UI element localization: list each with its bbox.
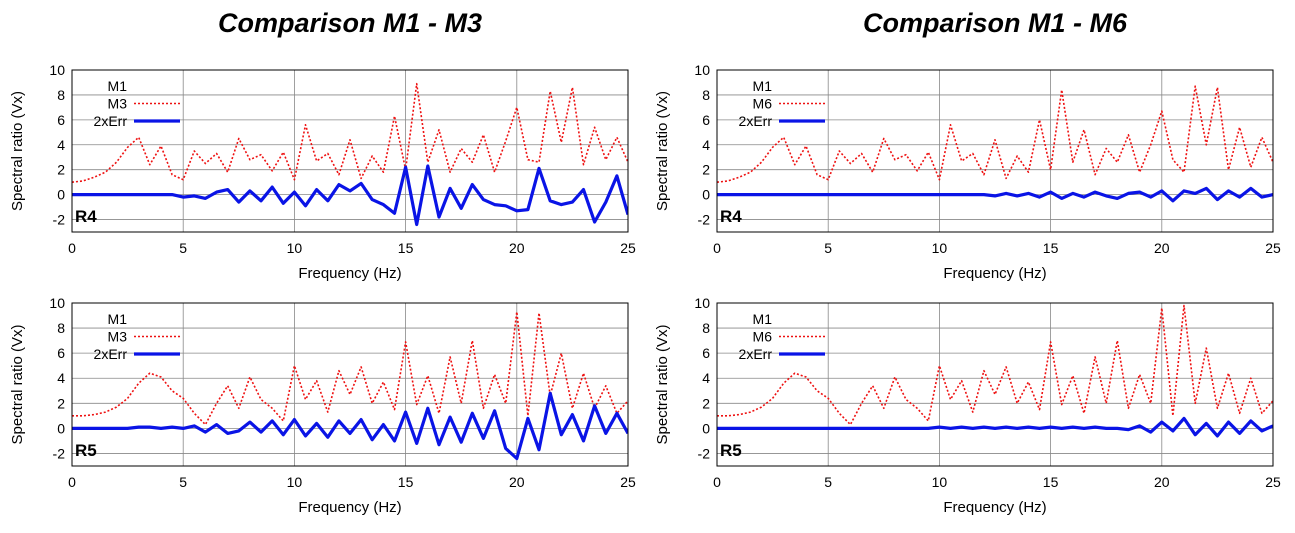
y-tick-label: -2 (698, 212, 711, 228)
x-tick-label: 10 (287, 240, 303, 256)
x-tick-label: 15 (398, 240, 414, 256)
y-tick-label: 8 (702, 320, 710, 336)
legend-label-m1: M1 (108, 78, 128, 94)
x-tick-label: 5 (824, 474, 832, 490)
legend-label-2xerr: 2xErr (739, 113, 773, 129)
legend-label-m6: M6 (753, 329, 773, 345)
y-tick-label: 0 (702, 187, 710, 203)
y-tick-label: 2 (57, 162, 65, 178)
legend-label-m1: M1 (753, 311, 773, 327)
series-line-m3 (72, 82, 628, 183)
series-line-2xerr (717, 416, 1273, 438)
x-axis-label: Frequency (Hz) (298, 265, 401, 282)
y-tick-label: 8 (57, 320, 65, 336)
x-tick-label: 0 (68, 240, 76, 256)
x-tick-label: 10 (932, 474, 948, 490)
series-line-m6 (717, 85, 1273, 183)
series-line-2xerr (72, 391, 628, 461)
y-tick-label: 4 (57, 137, 65, 153)
panel-label: R4 (720, 207, 742, 226)
x-tick-label: 5 (824, 240, 832, 256)
x-tick-label: 5 (179, 474, 187, 490)
x-tick-label: 15 (398, 474, 414, 490)
legend-label-m3: M3 (108, 329, 128, 345)
x-tick-label: 20 (1154, 240, 1170, 256)
y-tick-label: -2 (698, 445, 711, 461)
y-tick-label: 6 (702, 345, 710, 361)
series-line-m1 (717, 303, 1273, 425)
panel-label: R5 (720, 441, 742, 460)
panel-label: R5 (75, 441, 97, 460)
series-line-m3 (72, 311, 628, 426)
y-tick-label: 4 (702, 137, 710, 153)
y-tick-label: 6 (57, 345, 65, 361)
y-axis-label: Spectral ratio (Vx) (654, 91, 671, 211)
y-tick-label: 10 (694, 62, 710, 78)
y-tick-label: 8 (702, 87, 710, 103)
y-axis-label: Spectral ratio (Vx) (654, 324, 671, 444)
x-tick-label: 25 (1265, 474, 1281, 490)
y-tick-label: 2 (702, 162, 710, 178)
y-tick-label: 10 (49, 62, 65, 78)
legend-label-m1: M1 (753, 78, 773, 94)
y-axis-label: Spectral ratio (Vx) (9, 324, 26, 444)
legend-label-m6: M6 (753, 96, 773, 112)
y-tick-label: 6 (702, 112, 710, 128)
plot-frame (71, 302, 629, 467)
y-tick-label: -2 (53, 445, 66, 461)
y-axis-label: Spectral ratio (Vx) (9, 91, 26, 211)
y-tick-label: 10 (694, 295, 710, 311)
x-tick-label: 20 (1154, 474, 1170, 490)
legend-label-2xerr: 2xErr (94, 346, 128, 362)
x-axis-label: Frequency (Hz) (943, 265, 1046, 282)
y-tick-label: 6 (57, 112, 65, 128)
x-tick-label: 25 (620, 240, 636, 256)
y-tick-label: -2 (53, 212, 66, 228)
x-axis-label: Frequency (Hz) (298, 499, 401, 516)
x-tick-label: 10 (287, 474, 303, 490)
x-tick-label: 20 (509, 474, 525, 490)
x-tick-label: 5 (179, 240, 187, 256)
x-axis-label: Frequency (Hz) (943, 499, 1046, 516)
y-tick-label: 0 (57, 187, 65, 203)
plot-frame (716, 69, 1274, 233)
x-tick-label: 20 (509, 240, 525, 256)
series-line-m1 (72, 87, 628, 182)
y-tick-label: 10 (49, 295, 65, 311)
plot-frame (716, 302, 1274, 467)
y-tick-label: 2 (702, 395, 710, 411)
legend-label-m3: M3 (108, 96, 128, 112)
y-tick-label: 4 (702, 370, 710, 386)
plot-frame (71, 69, 629, 233)
x-tick-label: 0 (68, 474, 76, 490)
series-line-2xerr (717, 186, 1273, 203)
legend-label-2xerr: 2xErr (94, 113, 128, 129)
series-line-m1 (72, 303, 628, 425)
chart-title-right: Comparison M1 - M6 (862, 8, 1128, 38)
series-line-2xerr (72, 164, 628, 227)
x-tick-label: 0 (713, 240, 721, 256)
x-tick-label: 15 (1043, 240, 1059, 256)
legend-label-m1: M1 (108, 311, 128, 327)
chart-title-left: Comparison M1 - M3 (217, 8, 483, 38)
y-tick-label: 0 (702, 420, 710, 436)
x-tick-label: 15 (1043, 474, 1059, 490)
y-tick-label: 0 (57, 420, 65, 436)
legend-label-2xerr: 2xErr (739, 346, 773, 362)
x-tick-label: 25 (1265, 240, 1281, 256)
x-tick-label: 10 (932, 240, 948, 256)
x-tick-label: 0 (713, 474, 721, 490)
panel-label: R4 (75, 207, 97, 226)
y-tick-label: 4 (57, 370, 65, 386)
y-tick-label: 8 (57, 87, 65, 103)
series-line-m6 (717, 304, 1273, 426)
x-tick-label: 25 (620, 474, 636, 490)
y-tick-label: 2 (57, 395, 65, 411)
